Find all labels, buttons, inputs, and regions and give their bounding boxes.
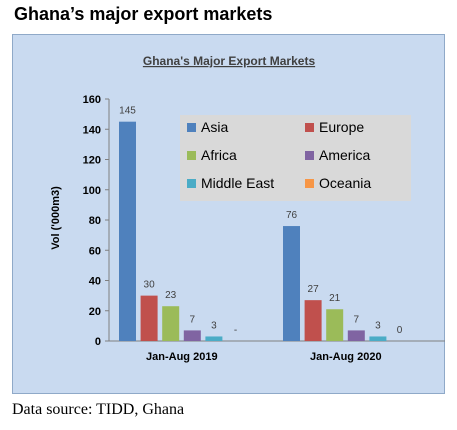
legend: Asia Europe Africa America Middle East Oceani… [180, 115, 411, 201]
y-tick-label: 40 [89, 276, 101, 288]
legend-background [180, 115, 411, 201]
bar-america [347, 330, 365, 341]
x-category-label: Jan-Aug 2019 [146, 351, 218, 363]
y-tick-label: 100 [83, 185, 101, 197]
data-label: - [234, 325, 237, 336]
bar-africa [326, 309, 344, 341]
data-label: 0 [397, 325, 403, 336]
bar-europe [304, 300, 322, 341]
legend-swatch [187, 123, 196, 132]
y-tick-label: 120 [83, 155, 101, 167]
x-category-label: Jan-Aug 2020 [310, 351, 382, 363]
y-tick-label: 160 [83, 94, 101, 106]
page-heading: Ghana’s major export markets [14, 4, 273, 24]
bar-asia [283, 226, 300, 341]
legend-label: Europe [319, 119, 364, 135]
legend-label: Asia [201, 119, 228, 135]
legend-label: America [319, 147, 371, 163]
chart-title: Ghana's Major Export Markets [143, 54, 316, 68]
bar-africa [162, 306, 180, 341]
y-tick-label: 80 [89, 215, 101, 227]
y-tick-label: 140 [83, 124, 101, 136]
y-tick-label: 20 [89, 306, 101, 318]
legend-swatch [305, 123, 314, 132]
chart-frame: Ghana's Major Export Markets Vol ('000m3… [12, 34, 445, 394]
data-label: 76 [286, 210, 298, 221]
data-label: 7 [354, 314, 360, 325]
y-tick-label: 60 [89, 245, 101, 257]
data-label: 3 [375, 320, 381, 331]
y-axis-label: Vol ('000m3) [50, 186, 62, 250]
bar-america [183, 330, 201, 341]
legend-label: Middle East [201, 175, 274, 191]
data-source-note: Data source: TIDD, Ghana [12, 401, 185, 418]
bar-europe [140, 295, 158, 341]
data-label: 30 [144, 280, 156, 291]
data-label: 7 [190, 314, 196, 325]
legend-swatch [187, 151, 196, 160]
bar-middle-east [205, 336, 223, 341]
y-tick-label: 0 [95, 336, 101, 348]
bar-asia [119, 121, 136, 341]
data-label: 3 [211, 320, 217, 331]
legend-label: Oceania [319, 175, 371, 191]
legend-label: Africa [201, 147, 237, 163]
legend-swatch [187, 179, 196, 188]
legend-swatch [305, 151, 314, 160]
data-label: 21 [329, 293, 341, 304]
data-label: 27 [308, 284, 320, 295]
bar-middle-east [369, 336, 387, 341]
legend-swatch [305, 179, 314, 188]
bar-chart: Ghana's Major Export Markets Vol ('000m3… [50, 54, 445, 363]
data-label: 145 [119, 106, 136, 117]
data-label: 23 [165, 290, 177, 301]
